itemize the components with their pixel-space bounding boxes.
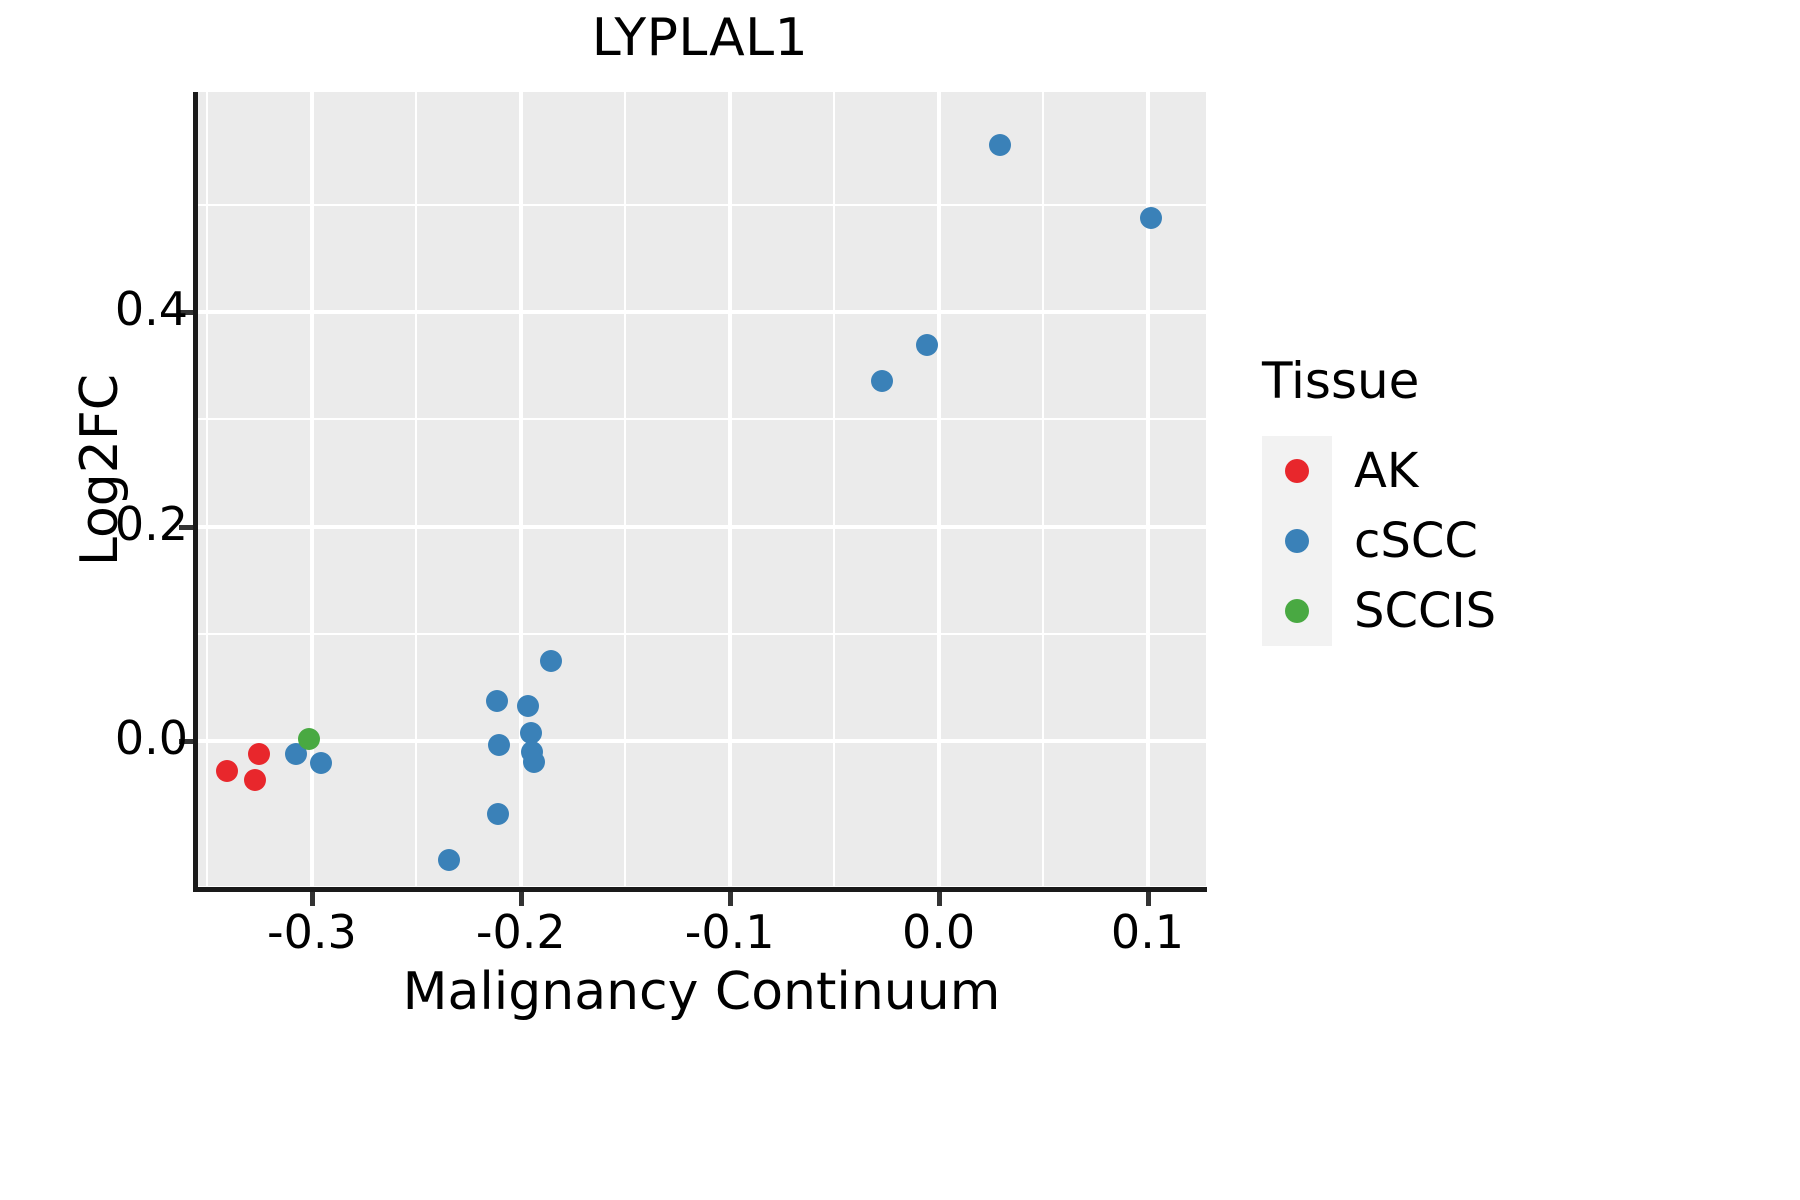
data-point-cscc bbox=[487, 734, 510, 757]
y-axis-line bbox=[193, 92, 198, 892]
data-point-cscc bbox=[485, 689, 508, 712]
gridline-major-y bbox=[197, 309, 1206, 314]
legend: Tissue AK cSCC SCCIS bbox=[1262, 352, 1662, 646]
page-title: LYPLAL1 bbox=[591, 8, 809, 68]
data-point-cscc bbox=[517, 695, 540, 718]
data-point-cscc bbox=[1139, 206, 1162, 229]
legend-key bbox=[1262, 436, 1332, 506]
legend-key bbox=[1262, 576, 1332, 646]
x-tick-label: -0.2 bbox=[475, 905, 566, 959]
legend-dot-icon bbox=[1285, 529, 1309, 553]
y-tick bbox=[179, 309, 193, 315]
gridline-major-x bbox=[309, 92, 314, 886]
legend-label: cSCC bbox=[1354, 513, 1478, 569]
legend-label: SCCIS bbox=[1354, 583, 1497, 639]
x-tick-label: 0.0 bbox=[902, 905, 976, 959]
gridline-minor-x bbox=[833, 92, 836, 886]
plot-panel bbox=[197, 92, 1206, 886]
data-point-cscc bbox=[486, 802, 509, 825]
gridline-minor-x bbox=[206, 92, 209, 886]
y-tick-label: 0.2 bbox=[114, 496, 188, 551]
legend-items: AK cSCC SCCIS bbox=[1262, 436, 1662, 646]
legend-item-cscc[interactable]: cSCC bbox=[1262, 506, 1662, 576]
data-point-cscc bbox=[540, 650, 563, 673]
gridline-major-y bbox=[197, 524, 1206, 529]
gridline-minor-x bbox=[624, 92, 627, 886]
data-point-cscc bbox=[916, 333, 939, 356]
data-point-cscc bbox=[989, 134, 1012, 157]
legend-dot-icon bbox=[1285, 459, 1309, 483]
gridline-major-x bbox=[1145, 92, 1150, 886]
y-tick-label: 0.4 bbox=[114, 281, 188, 336]
gridline-major-x bbox=[936, 92, 941, 886]
data-point-sccis bbox=[297, 728, 320, 750]
legend-item-ak[interactable]: AK bbox=[1262, 436, 1662, 506]
legend-label: AK bbox=[1354, 443, 1419, 499]
legend-key bbox=[1262, 506, 1332, 576]
x-tick-label: -0.1 bbox=[684, 905, 775, 959]
gridline-major-x bbox=[518, 92, 523, 886]
data-point-ak bbox=[244, 768, 267, 791]
x-tick bbox=[936, 892, 942, 906]
y-tick bbox=[179, 524, 193, 530]
data-point-cscc bbox=[310, 751, 333, 774]
gridline-minor-y bbox=[197, 632, 1206, 635]
x-tick bbox=[518, 892, 524, 906]
data-point-cscc bbox=[285, 743, 308, 766]
data-point-cscc bbox=[523, 751, 546, 774]
data-point-cscc bbox=[520, 722, 543, 745]
x-tick-label: -0.3 bbox=[267, 905, 357, 959]
y-tick bbox=[179, 739, 193, 745]
gridline-minor-x bbox=[415, 92, 418, 886]
x-tick-label: 0.1 bbox=[1110, 905, 1185, 959]
data-point-cscc bbox=[437, 848, 460, 871]
gridline-minor-y bbox=[197, 203, 1206, 206]
x-tick bbox=[1145, 892, 1151, 906]
x-axis-line bbox=[193, 887, 1207, 892]
x-tick bbox=[727, 892, 733, 906]
legend-dot-icon bbox=[1285, 599, 1309, 623]
data-point-ak bbox=[247, 743, 270, 766]
x-tick bbox=[309, 892, 315, 906]
x-axis-title: Malignancy Continuum bbox=[402, 962, 1001, 1022]
gridline-major-x bbox=[727, 92, 732, 886]
y-tick-label: 0.0 bbox=[114, 711, 188, 766]
gridline-minor-x bbox=[1042, 92, 1045, 886]
legend-title: Tissue bbox=[1262, 352, 1420, 410]
legend-item-sccis[interactable]: SCCIS bbox=[1262, 576, 1662, 646]
data-point-cscc bbox=[871, 369, 894, 392]
data-point-ak bbox=[216, 759, 239, 782]
gridline-minor-y bbox=[197, 418, 1206, 421]
gridline-major-y bbox=[197, 739, 1206, 744]
